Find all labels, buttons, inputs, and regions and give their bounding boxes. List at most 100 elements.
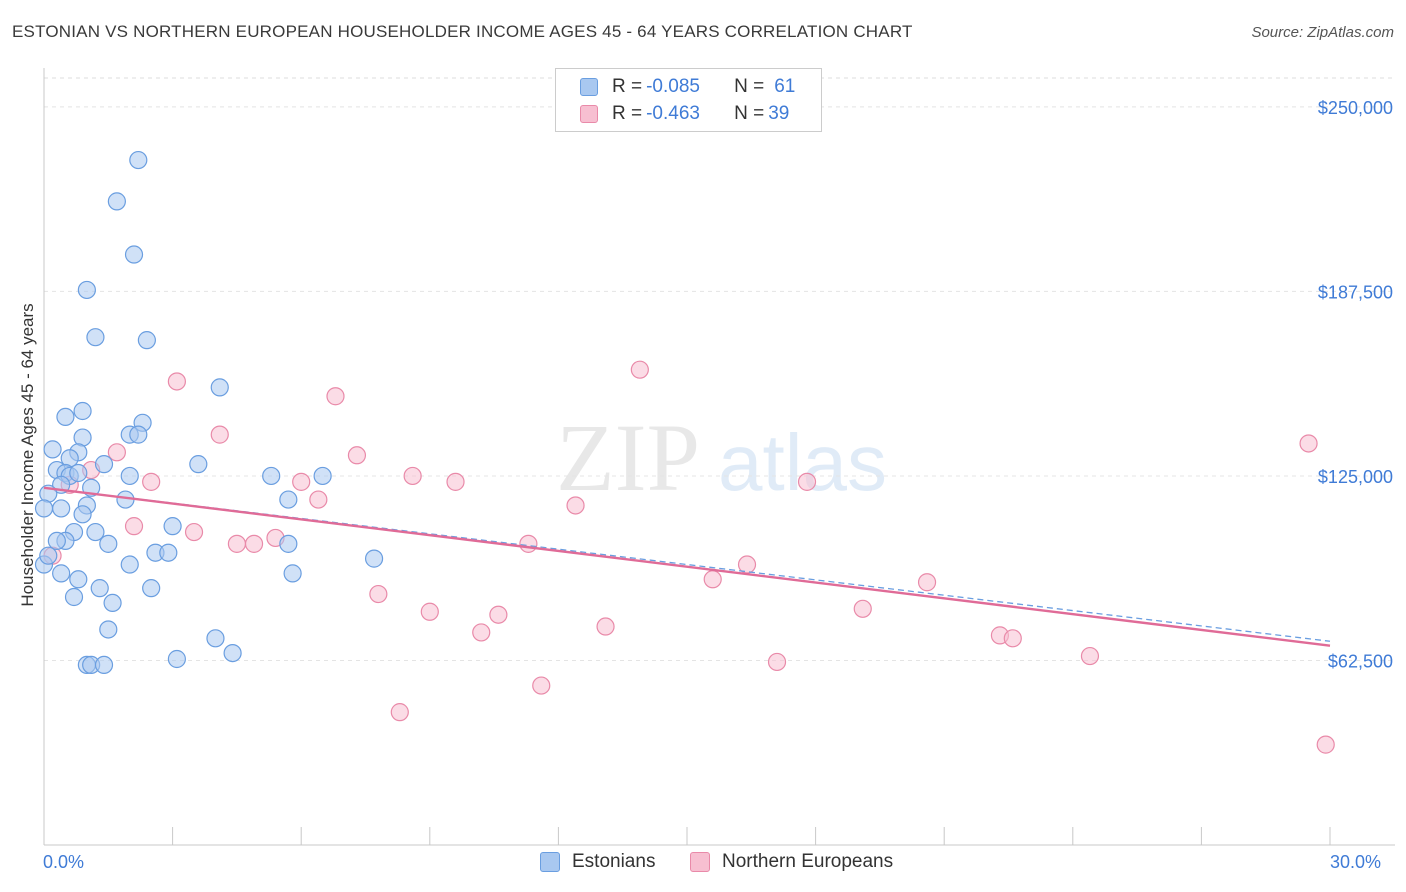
northern-european-point xyxy=(519,534,538,553)
northern-european-point xyxy=(326,387,345,406)
northern-trend-line xyxy=(43,486,1331,647)
legend-swatch-pink xyxy=(580,105,598,123)
northern-european-point xyxy=(532,676,551,695)
northern-european-point xyxy=(142,472,161,491)
watermark: ZIP atlas xyxy=(556,404,887,511)
estonian-point xyxy=(167,649,186,669)
legend-n-label: N = xyxy=(734,103,765,124)
northern-european-point xyxy=(420,602,439,621)
northern-european-point xyxy=(369,584,388,604)
legend-row-estonians: R = -0.085 N = 61 xyxy=(580,75,795,99)
y-tick-label: $250,000 xyxy=(1318,98,1393,118)
estonian-point xyxy=(52,564,71,583)
estonian-point xyxy=(99,534,118,553)
estonian-point xyxy=(56,407,75,427)
northern-european-point xyxy=(167,372,186,391)
y-tick-labels: $62,500 $125,000 $187,500 $250,000 xyxy=(1318,98,1393,672)
estonian-point xyxy=(279,490,298,509)
estonian-point xyxy=(34,499,54,518)
estonian-point xyxy=(189,455,208,474)
watermark-atlas: atlas xyxy=(718,418,887,507)
estonian-point xyxy=(43,440,62,459)
estonian-point xyxy=(94,655,114,675)
estonian-point xyxy=(69,570,88,589)
legend-swatch-blue xyxy=(580,78,598,96)
y-tick-label: $125,000 xyxy=(1318,467,1393,487)
estonians-label: Estonians xyxy=(572,851,656,872)
estonian-point xyxy=(103,593,122,613)
northern-european-point xyxy=(390,703,409,722)
estonian-point xyxy=(129,425,148,444)
northern-european-point xyxy=(107,443,126,462)
legend-n-value: 39 xyxy=(768,103,790,124)
legend-r-label: R = xyxy=(612,76,643,97)
northern-european-point xyxy=(566,496,585,515)
northern-european-point xyxy=(184,522,204,542)
watermark-zip: ZIP xyxy=(556,404,700,511)
legend-r-label: R = xyxy=(612,103,643,124)
estonian-point xyxy=(99,620,118,639)
northern-european-point xyxy=(767,652,787,672)
northern-european-point xyxy=(1080,646,1100,666)
northern-european-point xyxy=(703,570,722,589)
bottom-legend-estonians: Estonians xyxy=(540,851,655,873)
estonian-point xyxy=(313,466,332,486)
bottom-legend-northern: Northern Europeans xyxy=(690,851,893,873)
estonian-point xyxy=(120,466,139,486)
northern-european-point xyxy=(292,472,311,491)
gridlines xyxy=(44,77,1395,661)
northern-european-point xyxy=(917,573,937,592)
estonians-swatch xyxy=(540,852,560,872)
estonian-point xyxy=(364,549,384,568)
northern-european-point xyxy=(1316,735,1335,754)
northern-european-point xyxy=(596,617,615,636)
trend-lines xyxy=(43,486,1331,647)
legend-n-label: N = xyxy=(734,76,765,97)
legend-r-value: -0.463 xyxy=(646,103,700,124)
estonian-point xyxy=(210,378,229,397)
estonian-point xyxy=(137,331,156,350)
estonian-point xyxy=(47,531,66,551)
estonian-point xyxy=(52,499,71,518)
estonian-point xyxy=(120,555,139,574)
estonian-point xyxy=(159,543,178,562)
northern-european-point xyxy=(403,466,422,486)
correlation-legend: R = -0.085 N = 61 R = -0.463 N = 39 xyxy=(555,68,822,132)
northern-european-point xyxy=(1003,629,1022,648)
northern-european-point xyxy=(309,490,328,509)
northern-european-point xyxy=(489,605,508,624)
estonian-point xyxy=(86,522,105,542)
northern-european-point xyxy=(446,472,465,491)
estonian-point xyxy=(90,579,109,598)
estonian-point xyxy=(94,455,114,474)
estonian-point xyxy=(142,579,161,598)
northern-european-point xyxy=(244,534,264,553)
estonian-point xyxy=(283,564,302,583)
northern-european-point xyxy=(227,534,246,553)
northern-swatch xyxy=(690,852,710,872)
estonian-point xyxy=(124,245,144,264)
northern-label: Northern Europeans xyxy=(722,851,894,872)
estonian-point xyxy=(262,466,281,486)
estonian-point xyxy=(64,587,84,607)
legend-n-value: 61 xyxy=(774,76,796,97)
estonian-point xyxy=(73,505,92,524)
x-tick-label-min: 0.0% xyxy=(43,852,85,872)
x-tick-label-max: 30.0% xyxy=(1330,852,1382,872)
legend-row-northern: R = -0.463 N = 39 xyxy=(580,102,789,126)
estonian-point xyxy=(69,463,88,483)
northern-european-point xyxy=(124,517,144,536)
estonian-point xyxy=(107,192,126,211)
y-tick-label: $187,500 xyxy=(1318,282,1393,302)
estonian-point xyxy=(223,643,242,663)
northern-european-point xyxy=(347,446,367,465)
estonian-point xyxy=(39,546,58,565)
estonian-point xyxy=(77,280,96,300)
y-tick-label: $62,500 xyxy=(1328,651,1393,671)
northern-european-point xyxy=(797,472,817,491)
source-credit: Source: ZipAtlas.com xyxy=(1251,24,1394,41)
northern-european-point xyxy=(210,425,229,444)
northern-european-point xyxy=(472,623,491,642)
chart-title: ESTONIAN VS NORTHERN EUROPEAN HOUSEHOLDE… xyxy=(12,22,913,41)
